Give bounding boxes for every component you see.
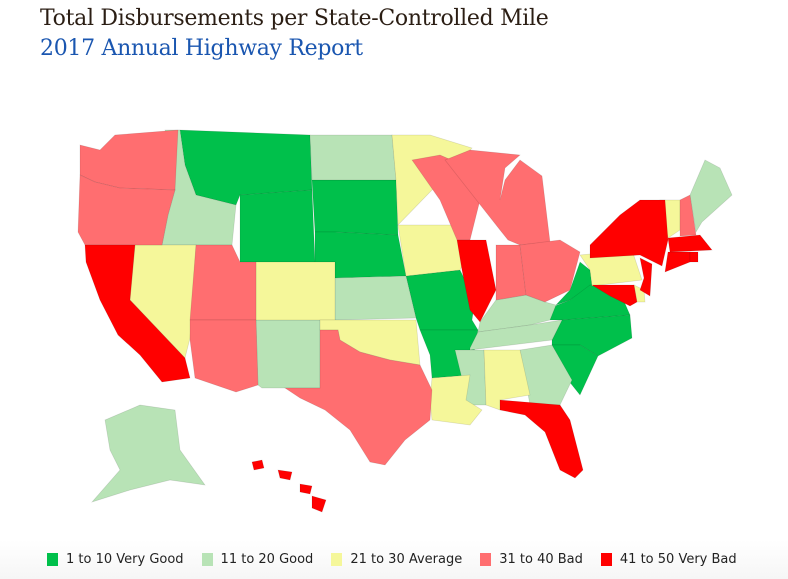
legend-item-very-good[interactable]: 1 to 10 Very Good	[47, 552, 184, 567]
state-nm[interactable]	[255, 319, 321, 389]
state-nd[interactable]	[309, 134, 397, 181]
state-mo[interactable]	[405, 269, 479, 331]
state-sd[interactable]	[311, 179, 399, 236]
state-nh[interactable]	[679, 194, 697, 237]
state-ak[interactable]	[90, 404, 206, 503]
state-ri[interactable]	[689, 251, 699, 263]
legend-item-average[interactable]: 21 to 30 Average	[331, 552, 462, 567]
legend-swatch	[201, 553, 213, 566]
state-ky[interactable]	[477, 294, 557, 333]
state-fl[interactable]	[499, 399, 584, 479]
state-me[interactable]	[689, 159, 733, 234]
state-ca[interactable]	[84, 244, 191, 383]
state-az[interactable]	[189, 319, 259, 393]
state-co[interactable]	[255, 261, 336, 321]
state-nj[interactable]	[639, 257, 653, 297]
state-wy[interactable]	[239, 189, 316, 263]
map-subtitle: 2017 Annual Highway Report	[40, 36, 363, 61]
state-ct[interactable]	[664, 251, 691, 273]
legend: 1 to 10 Very Good 11 to 20 Good 21 to 30…	[0, 540, 788, 579]
legend-item-very-bad[interactable]: 41 to 50 Very Bad	[600, 552, 737, 567]
legend-item-bad[interactable]: 31 to 40 Bad	[480, 552, 583, 567]
legend-label: 41 to 50 Very Bad	[619, 552, 737, 567]
us-map	[77, 129, 733, 513]
legend-swatch	[480, 553, 492, 566]
legend-label: 11 to 20 Good	[220, 552, 314, 567]
state-ga[interactable]	[519, 344, 573, 406]
state-md[interactable]	[590, 284, 638, 307]
map-title: Total Disbursements per State-Controlled…	[40, 6, 549, 31]
state-oh[interactable]	[519, 239, 581, 303]
legend-swatch	[331, 553, 343, 566]
state-wa[interactable]	[79, 129, 179, 191]
legend-label: 1 to 10 Very Good	[66, 552, 184, 567]
legend-label: 31 to 40 Bad	[499, 552, 583, 567]
state-or[interactable]	[77, 174, 176, 246]
legend-item-good[interactable]: 11 to 20 Good	[201, 552, 314, 567]
state-ma[interactable]	[667, 234, 713, 253]
state-mi[interactable]	[444, 149, 551, 246]
state-ny[interactable]	[589, 199, 669, 267]
legend-swatch	[600, 553, 612, 566]
state-ks[interactable]	[334, 275, 417, 321]
legend-swatch	[47, 553, 58, 566]
legend-label: 21 to 30 Average	[350, 552, 463, 567]
state-tx[interactable]	[283, 329, 433, 466]
state-hi[interactable]	[251, 459, 327, 513]
state-il[interactable]	[456, 239, 497, 323]
